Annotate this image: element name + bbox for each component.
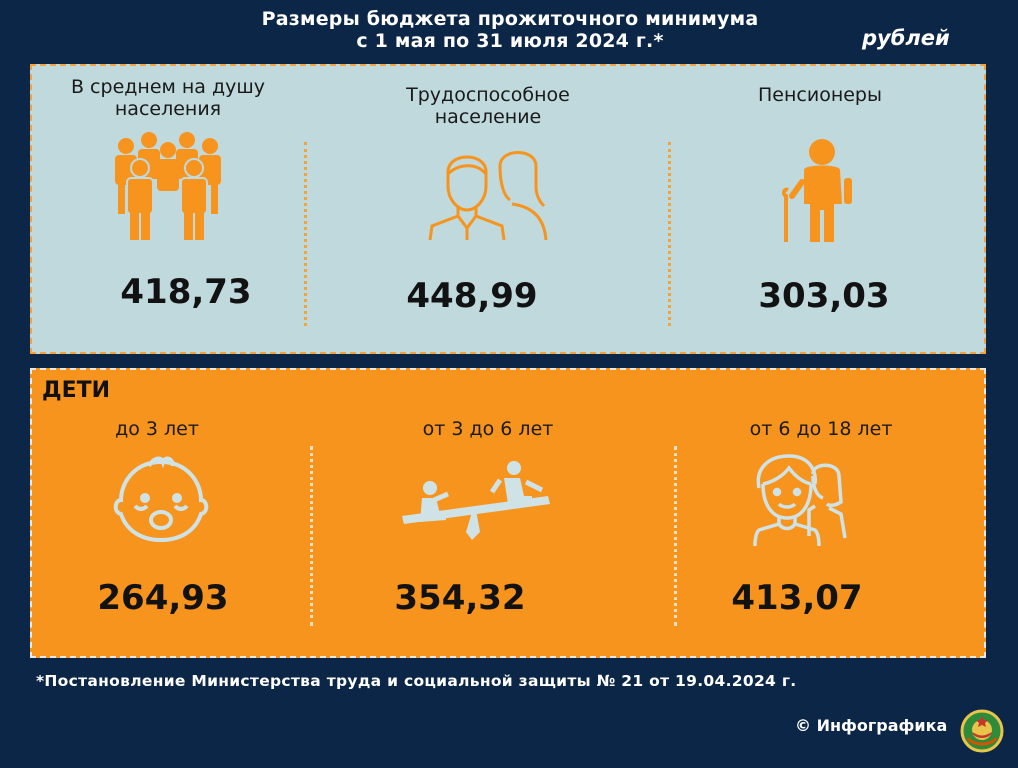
children-under-3-value: 264,93 [97, 578, 229, 618]
adults-panel: В среднем на душу населения [30, 64, 986, 354]
teenagers-icon [749, 454, 849, 548]
unit-label: рублей [862, 26, 950, 50]
man-and-woman-icon [428, 144, 548, 244]
children-3-6-label: от 3 до 6 лет [422, 418, 554, 440]
coat-of-arms-emblem [960, 708, 1004, 758]
children-6-18-column: от 6 до 18 лет 413,07 [678, 370, 988, 656]
label-line-1: Трудоспособное [406, 84, 570, 106]
children-6-18-value: 413,07 [731, 578, 863, 618]
adults-pensioners-value: 303,03 [758, 276, 890, 316]
adults-pensioners-column: Пенсионеры 303,03 [672, 66, 988, 352]
label-line-1: В среднем на душу [70, 76, 265, 98]
adults-average-value: 418,73 [120, 272, 252, 312]
children-under-3-label: до 3 лет [115, 418, 199, 440]
column-divider [668, 142, 671, 326]
brand-label: © Инфографика [795, 716, 948, 735]
adults-working-value: 448,99 [406, 276, 538, 316]
footnote: *Постановление Министерства труда и соци… [36, 672, 797, 690]
adults-working-label: Трудоспособное население [308, 84, 668, 128]
adults-working-column: Трудоспособное население 448,99 [308, 66, 668, 352]
column-divider [674, 446, 677, 626]
children-title: ДЕТИ [42, 378, 111, 403]
label-line-2: население [434, 106, 542, 128]
seesaw-icon [402, 460, 552, 544]
children-3-6-value: 354,32 [394, 578, 526, 618]
title-line-1: Размеры бюджета прожиточного минимума [261, 8, 759, 30]
column-divider [304, 142, 307, 326]
elderly-person-with-cane-icon [782, 138, 862, 244]
children-panel: ДЕТИ до 3 лет 264,93 от 3 до 6 лет [30, 368, 986, 658]
page-title: Размеры бюджета прожиточного минимума с … [150, 8, 870, 52]
children-under-3-column: до 3 лет 264,93 [32, 370, 310, 656]
label-line-1: Пенсионеры [758, 84, 882, 106]
group-of-people-icon [112, 132, 224, 242]
title-line-2: с 1 мая по 31 июля 2024 г.* [356, 30, 664, 52]
children-3-6-column: от 3 до 6 лет 354,32 [314, 370, 674, 656]
baby-face-icon [111, 454, 211, 544]
adults-pensioners-label: Пенсионеры [662, 84, 978, 106]
label-line-2: населения [114, 98, 222, 120]
adults-average-column: В среднем на душу населения [32, 66, 304, 352]
column-divider [310, 446, 313, 626]
children-6-18-label: от 6 до 18 лет [749, 418, 893, 440]
adults-average-label: В среднем на душу населения [32, 76, 304, 120]
